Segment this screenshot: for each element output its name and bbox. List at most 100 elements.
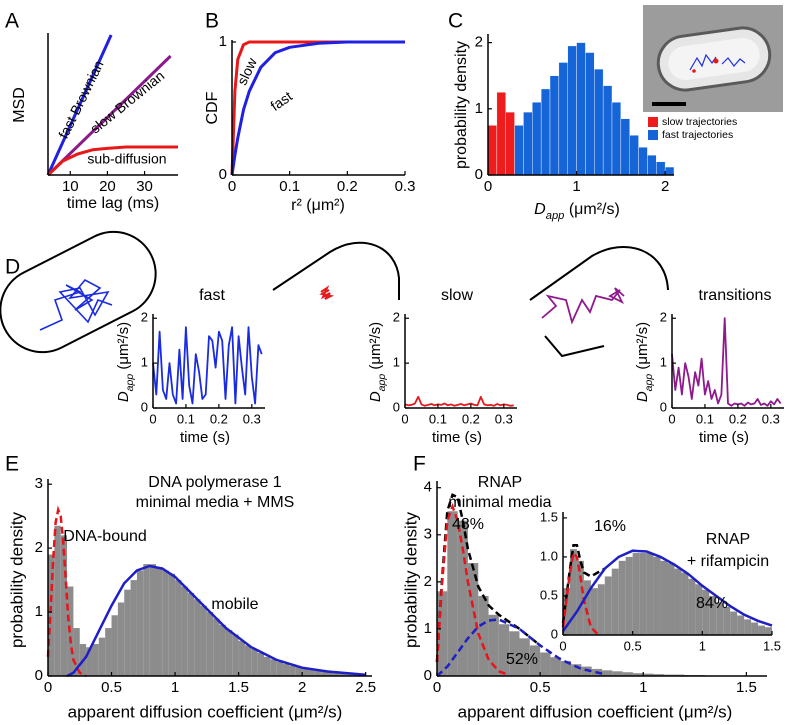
annotation: mobile (211, 596, 258, 613)
y-tick-label: 4 (424, 479, 432, 496)
bar (660, 560, 668, 635)
bar (149, 564, 156, 676)
fit-curve (435, 493, 541, 662)
bar (514, 125, 524, 176)
x-tick-label: 1 (171, 679, 179, 696)
panel-label: E (5, 453, 19, 476)
bar (702, 589, 710, 635)
x-axis-label: time (s) (432, 429, 482, 446)
bar (751, 622, 759, 635)
bar (276, 661, 284, 676)
x-axis-label: r² (μm²) (291, 197, 345, 214)
bar (194, 599, 201, 676)
bar (540, 652, 551, 676)
bar (200, 605, 207, 676)
bar (175, 580, 182, 676)
bar (105, 628, 112, 676)
bar (523, 111, 533, 176)
bar (604, 576, 612, 635)
annotation: + rifampicin (687, 553, 769, 570)
bar (60, 535, 68, 676)
bar (314, 670, 322, 676)
y-tick-label: 1 (141, 355, 148, 370)
label-part: D (115, 391, 132, 402)
x-tick-label: 1 (699, 638, 706, 653)
label-part: app (124, 374, 136, 392)
label-part: app (376, 374, 388, 392)
fit-curve (561, 549, 773, 632)
bar (308, 669, 315, 676)
x-tick-label: 2 (298, 679, 306, 696)
bar (567, 45, 577, 176)
bar (529, 645, 541, 676)
bar (639, 553, 647, 635)
bar (264, 656, 271, 676)
y-tick-label: 3 (35, 475, 43, 492)
annotation: RNAP (478, 474, 522, 491)
bar (321, 671, 328, 676)
x-tick-label: 10 (62, 178, 79, 195)
bar (643, 673, 654, 676)
x-axis-label: time (s) (699, 429, 749, 446)
series-label: fast (267, 88, 295, 114)
bar (560, 660, 572, 676)
bar (111, 615, 118, 676)
y-tick-label: 1 (219, 33, 227, 50)
bar (625, 556, 633, 635)
label-part: app (546, 210, 565, 222)
bar (168, 573, 176, 676)
panel-label: C (448, 10, 463, 33)
y-axis-label: CDF (204, 91, 221, 124)
x-tick-label: 2.5 (355, 679, 376, 696)
x-tick-label: 0.1 (429, 411, 447, 426)
bar (597, 584, 605, 635)
y-tick-label: 1 (660, 355, 667, 370)
x-tick-label: 0 (44, 679, 52, 696)
bar (737, 615, 745, 635)
bar (646, 553, 654, 635)
trajectory (721, 57, 746, 67)
bar (558, 62, 568, 176)
bar (667, 563, 675, 635)
bar (576, 42, 586, 176)
bar (638, 146, 648, 176)
x-axis-label: apparent diffusion coefficient (μm²/s) (68, 702, 343, 721)
bar (540, 88, 551, 176)
bar (519, 638, 530, 676)
bar (346, 674, 353, 676)
x-tick-label: 1 (639, 679, 647, 696)
label-part: (μm²/s) (367, 322, 384, 374)
panel-label: F (413, 453, 426, 476)
bar (569, 549, 577, 635)
cell-outline (272, 241, 400, 300)
x-tick-label: 20 (99, 178, 116, 195)
legend-label: slow trajectories (662, 116, 737, 128)
x-tick-label: 0.2 (462, 411, 480, 426)
bar (232, 634, 239, 676)
bar (143, 564, 150, 676)
label-part: (μm²/s) (564, 201, 619, 218)
bar (213, 618, 220, 676)
bar (270, 659, 277, 676)
bar (73, 628, 80, 676)
y-tick-label: 0 (141, 399, 148, 414)
fit-curve (66, 564, 366, 678)
bar (244, 645, 252, 676)
legend-swatch (648, 130, 658, 140)
annotation: minimal media + MMS (136, 494, 295, 511)
y-tick-label: 3 (424, 526, 432, 543)
annotation: minimal media (448, 494, 551, 511)
bar (688, 578, 696, 635)
bar (509, 631, 520, 676)
legend-swatch (648, 117, 658, 127)
cell-outline (0, 230, 157, 354)
bar (709, 595, 717, 635)
x-tick-label: 0.3 (395, 178, 416, 195)
bar (48, 554, 55, 676)
bar (653, 556, 661, 635)
annotation: 52% (506, 651, 538, 668)
annotation: 48% (452, 516, 484, 533)
bar (98, 637, 106, 676)
fit-curve (561, 550, 599, 636)
